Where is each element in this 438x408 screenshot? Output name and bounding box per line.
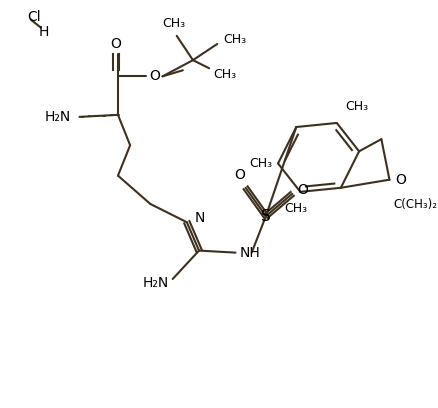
Text: H₂N: H₂N xyxy=(45,110,71,124)
Text: CH₃: CH₃ xyxy=(345,100,368,113)
Text: CH₃: CH₃ xyxy=(285,202,308,215)
Text: H: H xyxy=(39,25,49,39)
Text: O: O xyxy=(234,168,245,182)
Text: O: O xyxy=(149,69,160,83)
Text: H₂N: H₂N xyxy=(142,276,169,290)
Text: CH₃: CH₃ xyxy=(223,33,247,46)
Text: S: S xyxy=(261,208,271,224)
Text: CH₃: CH₃ xyxy=(213,68,237,81)
Text: O: O xyxy=(110,37,121,51)
Text: C(CH₃)₂: C(CH₃)₂ xyxy=(393,198,438,211)
Text: O: O xyxy=(297,183,308,197)
Text: Cl: Cl xyxy=(27,10,40,24)
Text: N: N xyxy=(195,211,205,225)
Text: CH₃: CH₃ xyxy=(162,17,185,30)
Text: CH₃: CH₃ xyxy=(249,157,272,170)
Text: NH: NH xyxy=(240,246,260,259)
Text: O: O xyxy=(396,173,406,187)
